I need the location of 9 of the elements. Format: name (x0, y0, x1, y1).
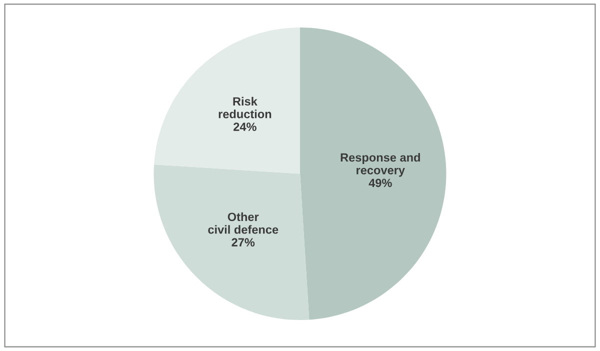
data-label: 24% (234, 122, 256, 131)
pie-slice (154, 164, 310, 320)
pie-slice (300, 27, 446, 320)
slice-label: Response and recovery (340, 153, 420, 177)
slice-label: Other civil defence (208, 212, 278, 234)
data-label: 27% (232, 238, 255, 246)
pie-slice (154, 27, 300, 174)
slice-label: Risk reduction (218, 96, 272, 118)
data-label: 49% (368, 178, 392, 188)
